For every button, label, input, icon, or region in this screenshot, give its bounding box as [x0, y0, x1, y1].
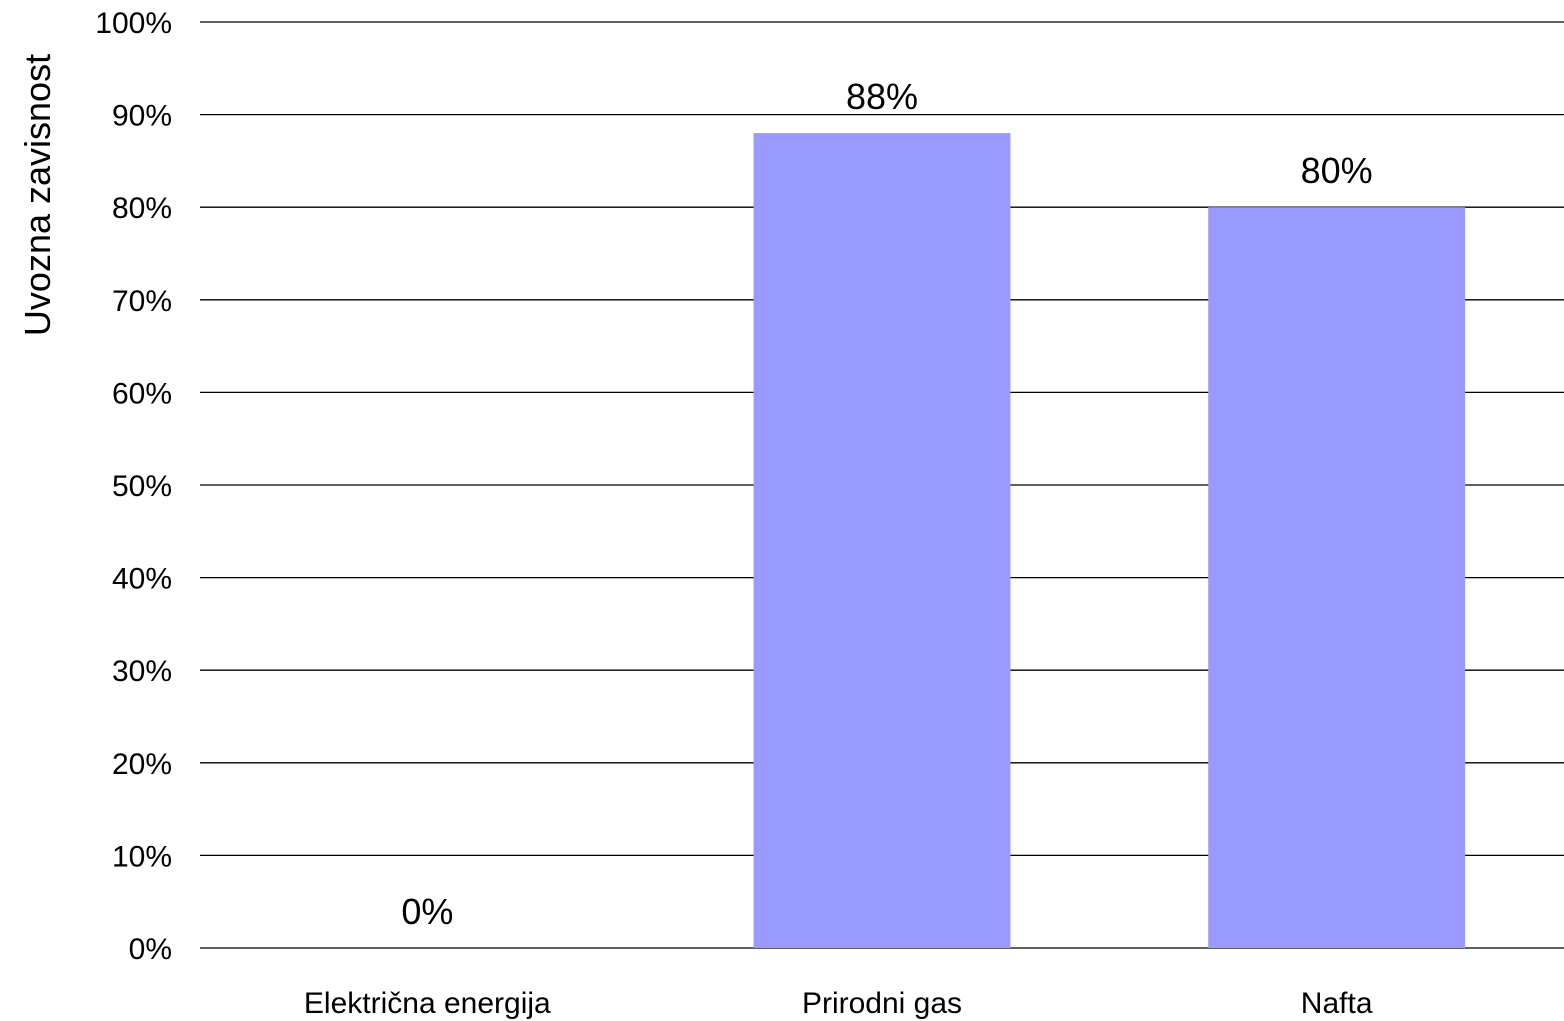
y-tick-label: 20% [112, 748, 172, 781]
bars [753, 133, 1466, 948]
x-axis-categories: Električna energija Prirodni gas Nafta [304, 987, 1373, 1020]
x-category-label: Prirodni gas [802, 987, 962, 1020]
y-tick-label: 30% [112, 655, 172, 688]
y-tick-label: 100% [95, 7, 172, 40]
data-label: 88% [846, 76, 918, 117]
y-tick-label: 40% [112, 563, 172, 596]
x-category-label: Nafta [1301, 987, 1373, 1020]
data-label: 0% [401, 891, 453, 932]
y-tick-label: 90% [112, 100, 172, 133]
y-tick-label: 60% [112, 377, 172, 410]
y-tick-label: 70% [112, 285, 172, 318]
y-tick-label: 80% [112, 192, 172, 225]
data-labels: 0% 88% 80% [401, 76, 1372, 932]
bar-1 [753, 133, 1011, 948]
y-tick-label: 50% [112, 470, 172, 503]
y-axis-ticks: 0% 10% 20% 30% 40% 50% 60% 70% 80% 90% 100% [95, 7, 172, 966]
data-label: 80% [1301, 150, 1373, 191]
y-tick-label: 10% [112, 840, 172, 873]
y-axis-title: Uvozna zavisnost [17, 54, 58, 336]
bar-2 [1208, 207, 1466, 948]
x-category-label: Električna energija [304, 987, 551, 1020]
y-tick-label: 0% [129, 933, 172, 966]
